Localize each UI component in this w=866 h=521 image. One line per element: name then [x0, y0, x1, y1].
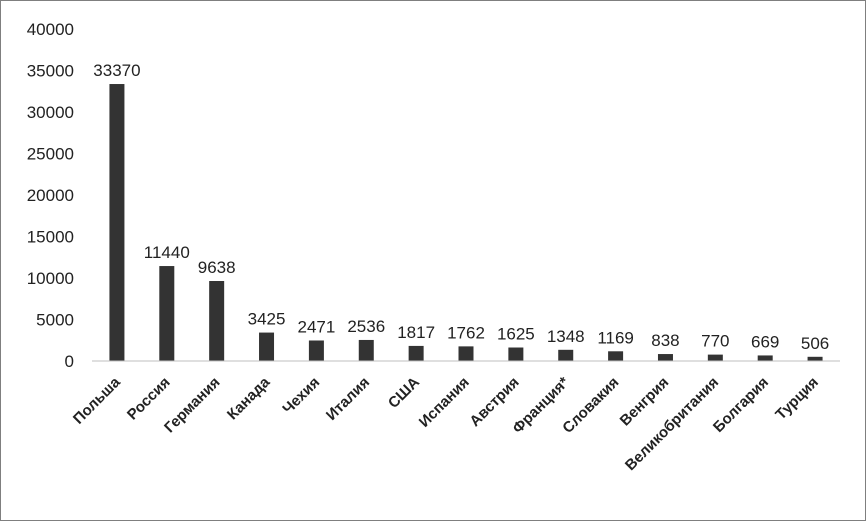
y-tick-label: 20000 — [27, 186, 74, 205]
y-tick-label: 10000 — [27, 269, 74, 288]
data-label: 3425 — [248, 310, 286, 329]
y-axis: 0 5000 10000 15000 20000 25000 30000 35000 40000 — [27, 20, 74, 371]
bar — [308, 340, 324, 361]
bar — [458, 346, 474, 361]
category-label: Испания — [416, 374, 473, 431]
data-label: 1348 — [547, 327, 585, 346]
y-tick-label: 30000 — [27, 103, 74, 122]
bar — [109, 84, 125, 362]
data-label: 11440 — [144, 243, 190, 262]
bar — [159, 266, 175, 361]
category-label: Канада — [224, 373, 274, 423]
y-tick-label: 0 — [65, 352, 74, 371]
category-label: Польша — [70, 373, 124, 427]
bars — [109, 84, 823, 362]
y-tick-label: 25000 — [27, 145, 74, 164]
category-label: Италия — [323, 374, 373, 424]
bar — [358, 339, 374, 361]
category-label: Россия — [124, 374, 174, 424]
data-label: 33370 — [93, 61, 140, 80]
category-label: Чехия — [279, 374, 323, 418]
data-label: 2536 — [347, 317, 385, 336]
data-label: 1625 — [497, 325, 535, 344]
bar — [259, 332, 275, 361]
bar — [807, 356, 823, 361]
bar — [209, 281, 225, 361]
y-tick-label: 15000 — [27, 228, 74, 247]
category-label: США — [385, 374, 423, 412]
bar — [707, 354, 723, 361]
bar — [408, 345, 424, 361]
bar — [558, 349, 574, 361]
data-labels: 33370 11440 9638 3425 2471 2536 1817 1762 1625 13… — [93, 61, 829, 353]
y-tick-label: 35000 — [27, 62, 74, 81]
data-label: 2471 — [297, 317, 335, 336]
bar — [508, 347, 524, 361]
data-label: 9638 — [198, 258, 236, 277]
data-label: 838 — [651, 331, 679, 350]
y-tick-label: 5000 — [36, 311, 74, 330]
data-label: 506 — [801, 334, 829, 353]
category-label: Турция — [772, 374, 822, 424]
bar — [608, 351, 624, 361]
category-label: Великобритания — [622, 374, 722, 474]
data-label: 1762 — [447, 323, 485, 342]
data-label: 669 — [751, 332, 779, 351]
data-label: 1169 — [597, 328, 634, 347]
bar — [757, 355, 773, 361]
data-label: 770 — [701, 332, 729, 351]
y-tick-label: 40000 — [27, 20, 74, 39]
data-label: 1817 — [397, 323, 435, 342]
bar — [657, 354, 673, 361]
